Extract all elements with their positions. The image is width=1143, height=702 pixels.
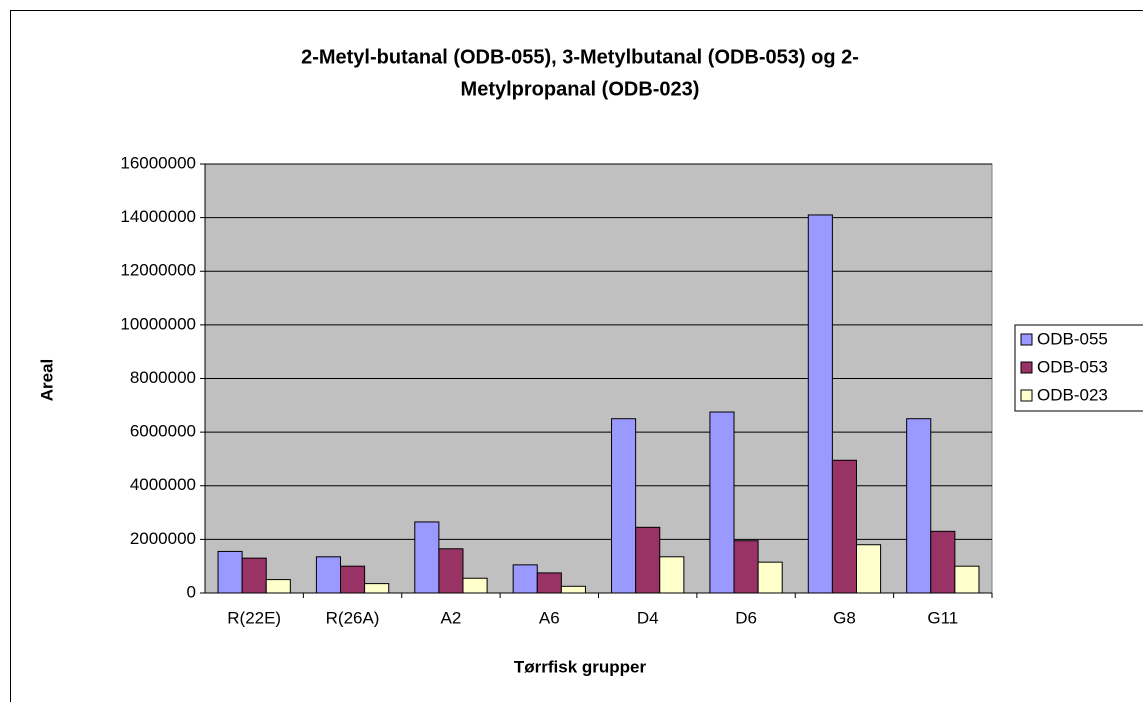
bar: [733, 540, 759, 594]
y-axis-title: Areal: [37, 359, 56, 402]
y-tick-label: 4000000: [130, 475, 196, 494]
legend-label: ODB-053: [1037, 357, 1108, 376]
chart-title: Metylpropanal (ODB-023): [461, 78, 700, 100]
legend-box: [1014, 324, 1143, 412]
x-tick-label: A6: [539, 608, 560, 627]
bar: [340, 565, 366, 594]
bar: [265, 579, 291, 594]
bar: [831, 459, 857, 594]
y-tick-label: 14000000: [120, 207, 196, 226]
bar: [954, 565, 980, 594]
bar: [536, 572, 562, 594]
bar: [462, 577, 488, 594]
x-tick-label: A2: [441, 608, 462, 627]
bar: [659, 556, 685, 594]
bar: [217, 550, 243, 594]
bar: [414, 521, 440, 594]
x-axis-title: Tørrfisk grupper: [514, 657, 647, 676]
bar: [560, 585, 586, 594]
x-tick-label: D4: [637, 608, 659, 627]
bar: [930, 530, 956, 594]
y-tick-label: 0: [187, 582, 196, 601]
legend-swatch: [1020, 361, 1033, 374]
chart-title: 2-Metyl-butanal (ODB-055), 3-Metylbutana…: [301, 46, 859, 68]
bar: [709, 411, 735, 594]
legend-swatch: [1020, 389, 1033, 402]
y-tick-label: 8000000: [130, 368, 196, 387]
bar: [855, 544, 882, 594]
y-tick-label: 16000000: [120, 153, 196, 172]
bar: [315, 556, 342, 594]
bar: [438, 548, 464, 594]
x-tick-label: G11: [927, 608, 958, 627]
bar: [512, 564, 538, 594]
legend-swatch: [1020, 333, 1033, 346]
y-tick-label: 2000000: [130, 529, 196, 548]
bar: [364, 583, 390, 594]
bar: [757, 561, 783, 594]
x-tick-label: R(26A): [326, 608, 380, 627]
y-tick-label: 10000000: [120, 314, 196, 333]
bar: [241, 557, 267, 594]
bar: [807, 214, 833, 594]
legend-label: ODB-023: [1037, 385, 1108, 404]
bar: [635, 526, 661, 594]
y-tick-label: 6000000: [130, 422, 196, 441]
x-tick-label: R(22E): [227, 608, 281, 627]
legend-label: ODB-055: [1037, 329, 1108, 348]
x-tick-label: D6: [735, 608, 757, 627]
bar: [611, 418, 637, 594]
bar: [906, 418, 932, 594]
y-tick-label: 12000000: [120, 261, 196, 280]
x-tick-label: G8: [833, 608, 856, 627]
